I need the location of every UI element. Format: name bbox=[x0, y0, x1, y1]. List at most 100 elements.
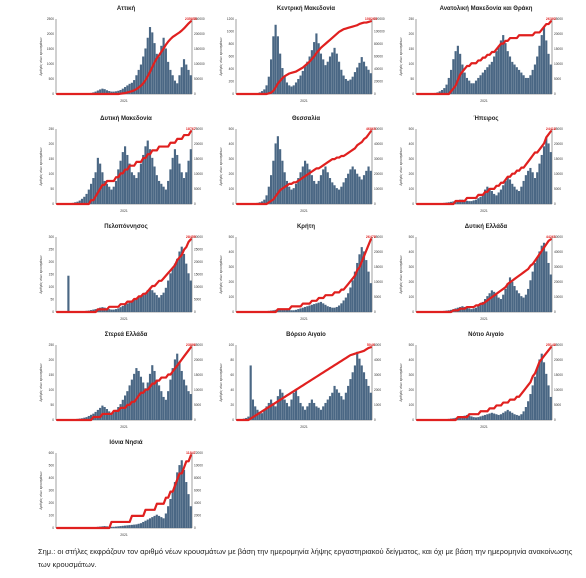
bar bbox=[135, 298, 138, 312]
y-tick-label-right: 5000 bbox=[374, 343, 381, 347]
bar bbox=[319, 301, 323, 312]
bar bbox=[180, 370, 183, 420]
bar bbox=[169, 498, 172, 528]
bar bbox=[540, 154, 543, 204]
bar bbox=[171, 491, 174, 528]
y-tick-label-left: 200 bbox=[409, 172, 415, 176]
chart-svg: 0100200300400500050001000015000200002500… bbox=[399, 343, 563, 429]
y-tick-label-left: 100 bbox=[49, 285, 55, 289]
bar bbox=[185, 263, 188, 312]
bar bbox=[283, 309, 286, 312]
y-tick-label-left: 150 bbox=[49, 273, 55, 277]
y-tick-label-left: 300 bbox=[409, 157, 415, 161]
bar bbox=[545, 137, 548, 204]
bar bbox=[456, 200, 459, 204]
y-tick-label-right: 10000 bbox=[374, 187, 383, 191]
bar bbox=[119, 404, 122, 420]
bar bbox=[499, 299, 503, 312]
bar bbox=[99, 407, 102, 420]
bar bbox=[288, 406, 291, 420]
bar bbox=[538, 359, 541, 420]
y-tick-label-right: 10000 bbox=[554, 388, 563, 392]
y-tick-label-right: 15000 bbox=[194, 273, 203, 277]
bar bbox=[114, 526, 118, 528]
bar bbox=[520, 296, 523, 312]
bar bbox=[135, 178, 138, 204]
line-end-label: 5046 bbox=[367, 343, 375, 347]
y-tick-label-right: 60000 bbox=[374, 55, 383, 59]
bar bbox=[545, 373, 548, 420]
bar bbox=[506, 409, 509, 420]
y-tick-label-left: 200 bbox=[409, 388, 415, 392]
bar bbox=[155, 514, 158, 528]
y-tick-label-right: 10000 bbox=[554, 172, 563, 176]
chart-panel: Ιόνια Νησιά 0 100 200 300 400 500 600 0 2000 4000 6… bbox=[38, 440, 214, 540]
bar bbox=[112, 186, 115, 204]
bar bbox=[319, 53, 323, 94]
bar bbox=[531, 172, 534, 204]
y-tick-label-right: 6000 bbox=[194, 489, 201, 493]
bar bbox=[83, 196, 86, 204]
bar bbox=[162, 518, 165, 528]
bar bbox=[151, 290, 154, 312]
bar bbox=[310, 175, 313, 204]
bar bbox=[506, 176, 509, 204]
y-tick-label-right: 10000 bbox=[374, 280, 383, 284]
bar bbox=[112, 411, 115, 420]
bar bbox=[78, 200, 81, 204]
cumulative-line bbox=[416, 20, 552, 96]
figure-note: Σημ.: οι στήλες εκφράζουν τον αριθμό νέω… bbox=[38, 547, 573, 569]
bar bbox=[85, 417, 88, 420]
chart-panel: Κεντρική Μακεδονία 0 200 400 600 800 1000 1200 0… bbox=[218, 6, 394, 106]
chart-title: Δυτική Ελλάδα bbox=[464, 224, 508, 230]
bar bbox=[326, 399, 329, 420]
bar bbox=[511, 183, 514, 204]
y-tick-label-left: 100 bbox=[49, 388, 55, 392]
bar bbox=[488, 64, 491, 94]
bar bbox=[121, 399, 124, 420]
bar bbox=[180, 246, 183, 312]
y-tick-label-right: 15000 bbox=[374, 265, 383, 269]
bar bbox=[178, 163, 181, 204]
bar bbox=[294, 309, 298, 312]
bar bbox=[162, 186, 165, 204]
chart-panel: Δυτική Ελλάδα 0 100 200 300 400 500 0 10000 20000… bbox=[398, 224, 574, 324]
bar bbox=[306, 306, 309, 312]
bar bbox=[247, 416, 250, 420]
y-tick-label-left: 1500 bbox=[47, 47, 54, 51]
bar bbox=[180, 67, 183, 94]
y-tick-label-left: 200 bbox=[409, 280, 415, 284]
bar bbox=[499, 40, 503, 94]
y-tick-label-left: 20 bbox=[230, 403, 234, 407]
y-tick-label-right: 0 bbox=[374, 202, 376, 206]
chart-panel: Νότιο Αιγαίο 0 100 200 300 400 500 0 5000 10000 15… bbox=[398, 332, 574, 432]
bar bbox=[182, 253, 186, 312]
bar bbox=[187, 494, 190, 528]
bar bbox=[299, 75, 302, 94]
bar bbox=[276, 36, 279, 94]
y-tick-label-left: 100 bbox=[229, 295, 235, 299]
bar bbox=[173, 263, 177, 312]
bar bbox=[360, 365, 363, 420]
y-tick-label-right: 5000 bbox=[554, 187, 561, 191]
bar bbox=[94, 91, 97, 94]
bar bbox=[133, 80, 136, 94]
y-tick-label-left: 300 bbox=[49, 235, 55, 239]
y-tick-label-left: 50 bbox=[50, 298, 54, 302]
bar bbox=[167, 391, 170, 420]
bar bbox=[306, 163, 309, 204]
bar bbox=[527, 170, 530, 204]
y-tick-label-left: 1000 bbox=[227, 30, 234, 34]
bar bbox=[276, 136, 279, 204]
bar bbox=[506, 51, 509, 94]
bar bbox=[536, 368, 539, 420]
bar bbox=[182, 379, 186, 420]
cumulative-line bbox=[236, 346, 372, 422]
bar bbox=[137, 523, 140, 528]
bar bbox=[124, 525, 127, 528]
bar bbox=[443, 88, 446, 94]
bar bbox=[110, 189, 113, 204]
bar bbox=[308, 305, 311, 312]
bar bbox=[493, 291, 496, 312]
bar bbox=[171, 368, 174, 420]
